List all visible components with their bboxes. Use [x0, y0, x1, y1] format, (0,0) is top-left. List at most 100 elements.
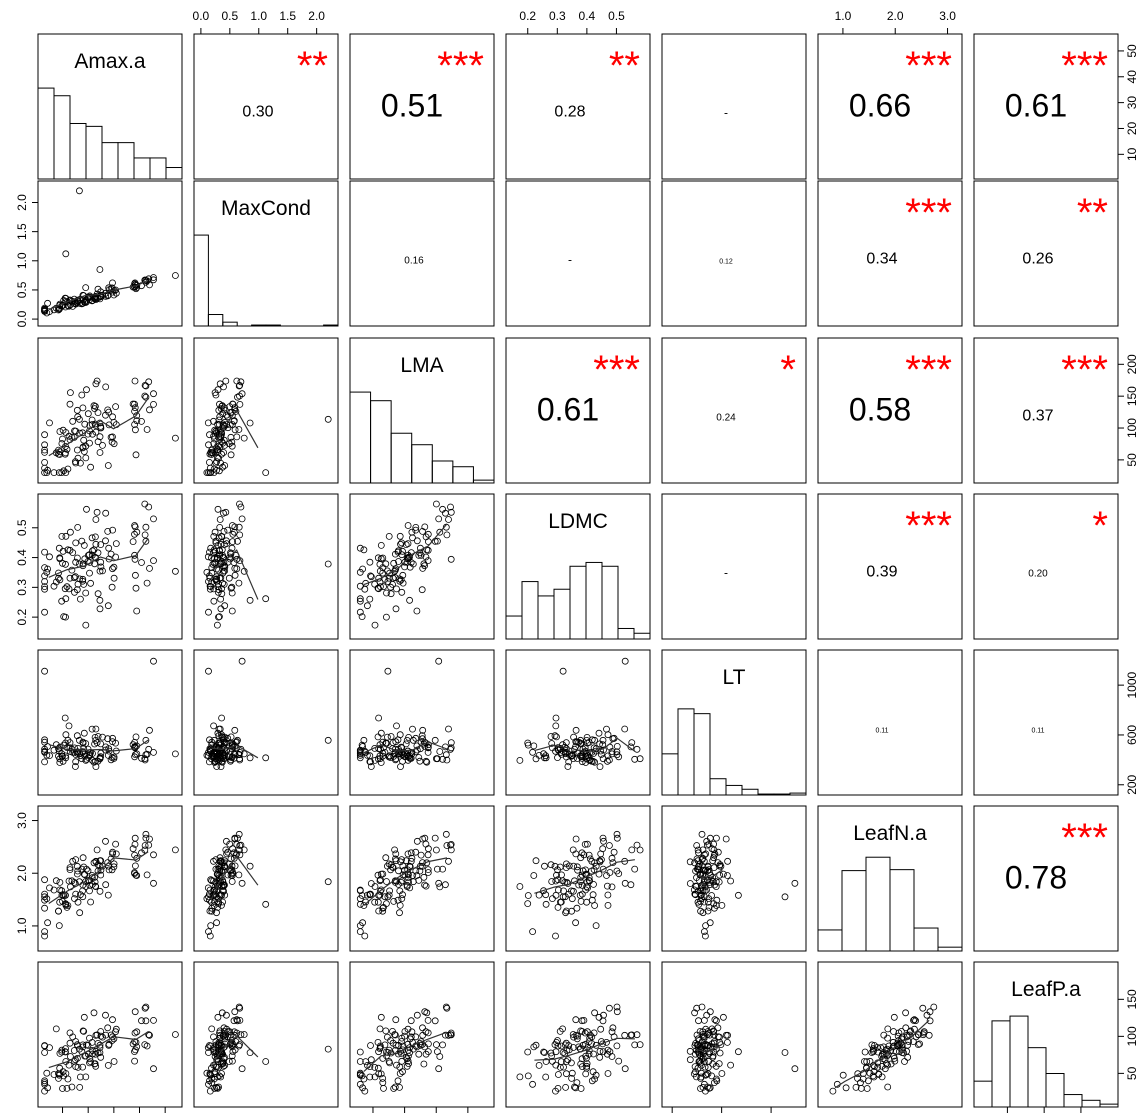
data-point	[104, 528, 112, 535]
data-point	[86, 551, 93, 559]
data-point	[900, 1049, 908, 1057]
data-point	[217, 740, 225, 748]
data-point	[235, 830, 243, 838]
data-point	[86, 1034, 93, 1042]
tick-label: 1.0	[250, 9, 267, 23]
data-point	[596, 763, 604, 770]
data-point	[142, 537, 150, 545]
data-point	[76, 187, 83, 195]
data-point	[419, 1024, 426, 1032]
data-point	[66, 1039, 74, 1047]
data-point	[215, 430, 223, 438]
data-point	[62, 250, 70, 258]
data-point	[547, 733, 555, 740]
data-point	[133, 284, 141, 291]
data-point	[549, 1057, 556, 1065]
data-point	[109, 848, 116, 856]
tick-label: 0.3	[549, 9, 566, 23]
data-point	[227, 433, 235, 441]
data-point	[110, 574, 118, 582]
significance-stars: **	[1077, 191, 1108, 235]
data-point	[895, 1040, 902, 1048]
data-point	[214, 904, 222, 911]
data-point	[99, 441, 106, 449]
data-point	[72, 558, 80, 566]
data-point	[417, 1038, 425, 1045]
data-point	[374, 733, 382, 741]
data-point	[552, 1048, 560, 1056]
data-point	[212, 1063, 220, 1070]
data-point	[884, 1083, 892, 1091]
data-point	[56, 301, 64, 309]
data-point	[404, 1057, 412, 1065]
data-point	[145, 378, 153, 386]
data-point	[80, 436, 88, 444]
data-point	[105, 544, 113, 552]
histogram-bar	[101, 142, 119, 180]
data-point	[218, 902, 225, 909]
data-point	[366, 1073, 374, 1081]
panel-frame	[193, 961, 339, 1108]
data-point	[96, 605, 104, 613]
data-point	[447, 744, 455, 752]
data-point	[842, 1084, 850, 1092]
data-point	[87, 1058, 94, 1065]
tick-label: 1.5	[15, 223, 29, 240]
data-point	[358, 613, 366, 620]
data-point	[92, 737, 100, 744]
data-point	[704, 898, 712, 906]
data-point	[396, 532, 404, 540]
data-point	[405, 734, 413, 741]
data-point	[701, 1080, 708, 1088]
data-point	[226, 403, 234, 411]
data-point	[392, 850, 400, 858]
data-point	[712, 878, 720, 886]
histogram-bar	[937, 946, 963, 952]
data-point	[709, 857, 717, 865]
panel-frame	[661, 180, 807, 327]
data-point	[207, 922, 215, 929]
data-point	[863, 1064, 870, 1072]
tick-label: 0.5	[608, 9, 625, 23]
data-point	[41, 583, 48, 590]
data-point	[96, 857, 104, 865]
data-point	[422, 840, 430, 848]
data-point	[41, 572, 48, 580]
data-point	[228, 745, 236, 753]
data-point	[41, 307, 48, 315]
data-point	[145, 1031, 153, 1039]
data-point	[218, 450, 226, 458]
data-point	[225, 440, 233, 448]
data-point	[78, 391, 86, 399]
data-point	[74, 524, 82, 531]
data-point	[574, 866, 581, 874]
data-point	[698, 1003, 706, 1011]
data-point	[131, 1008, 139, 1016]
data-point	[146, 726, 153, 734]
data-point	[41, 667, 48, 675]
data-point	[109, 734, 116, 742]
data-point	[715, 1060, 723, 1067]
tick-label: 600	[1125, 725, 1139, 745]
data-point	[208, 1079, 216, 1086]
smoother-line	[210, 855, 259, 899]
data-point	[552, 714, 560, 722]
data-point	[881, 1065, 889, 1073]
panel-frame	[973, 33, 1119, 180]
data-point	[366, 1063, 374, 1070]
data-point	[381, 1041, 389, 1049]
data-point	[104, 1062, 112, 1069]
data-point	[713, 834, 720, 842]
data-point	[412, 848, 420, 856]
data-point	[143, 750, 151, 758]
data-point	[62, 1045, 69, 1052]
data-point	[516, 883, 524, 890]
data-point	[231, 862, 239, 870]
data-point	[433, 537, 441, 545]
data-point	[421, 523, 429, 531]
panel-frame	[349, 493, 495, 640]
data-point	[146, 1031, 153, 1039]
data-point	[41, 1080, 48, 1088]
data-point	[554, 866, 561, 874]
data-point	[390, 559, 398, 567]
